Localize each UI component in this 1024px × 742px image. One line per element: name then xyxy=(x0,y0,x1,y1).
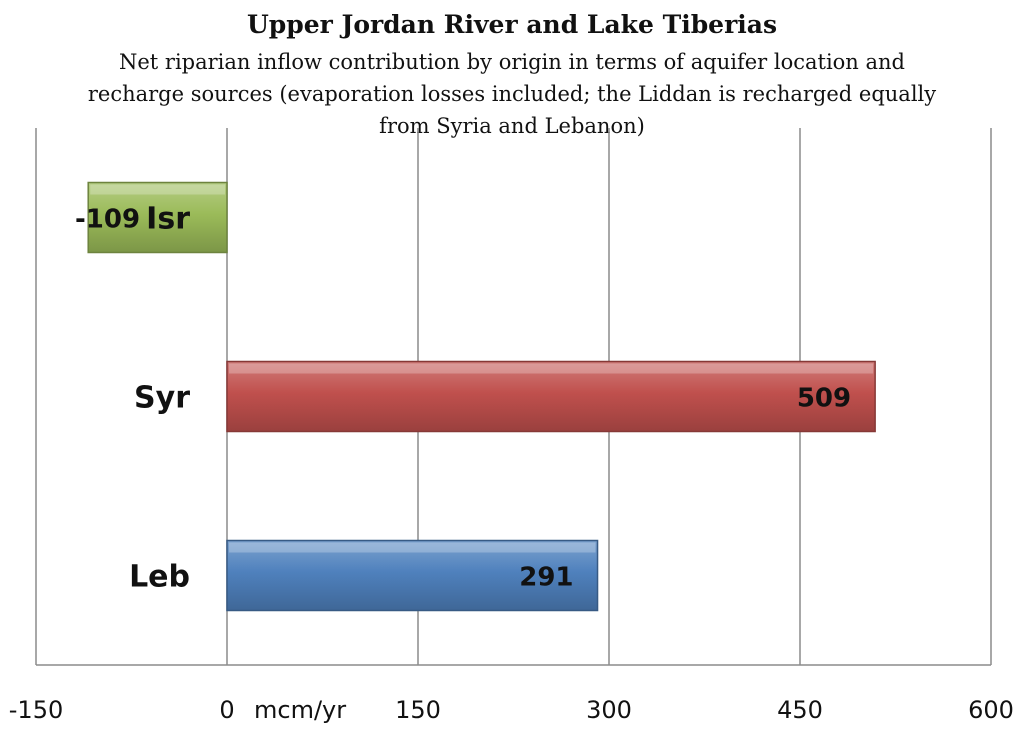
x-tick-label: 150 xyxy=(395,696,441,724)
bar xyxy=(226,360,876,433)
data-label: 291 xyxy=(519,563,573,593)
category-label: Isr xyxy=(146,202,190,237)
bar xyxy=(226,539,599,612)
data-label: 509 xyxy=(797,384,851,414)
x-tick-label: 300 xyxy=(586,696,632,724)
category-label: Syr xyxy=(134,381,190,416)
bar xyxy=(87,181,228,254)
chart-title: Upper Jordan River and Lake Tiberias xyxy=(246,10,778,39)
bar-highlight xyxy=(229,363,874,374)
bar-highlight xyxy=(229,542,596,553)
x-axis-unit-label: mcm/yr xyxy=(254,696,347,724)
category-label: Leb xyxy=(129,560,190,595)
x-tick-label: 450 xyxy=(777,696,823,724)
x-tick-label: 600 xyxy=(968,696,1014,724)
chart-subtitle: Net riparian inflow contribution by orig… xyxy=(87,50,937,138)
bar-highlight xyxy=(90,184,225,195)
x-tick-label: 0 xyxy=(219,696,234,724)
x-tick-label: -150 xyxy=(9,696,63,724)
data-label: -109 xyxy=(75,205,140,235)
